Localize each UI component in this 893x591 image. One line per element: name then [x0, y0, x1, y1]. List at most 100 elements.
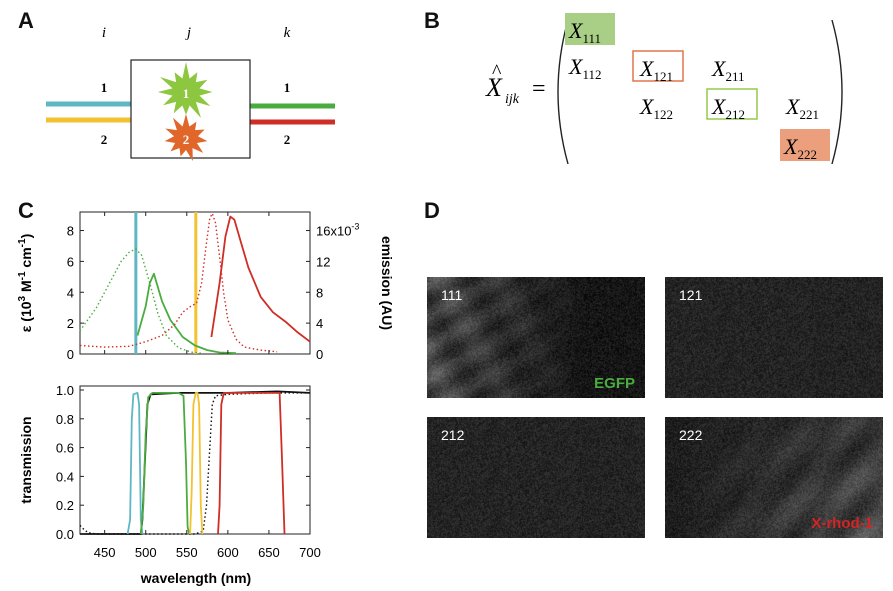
index-label-j: j	[185, 25, 191, 41]
matrix-element-subscript: 111	[582, 31, 601, 46]
left-channel-1: 1	[101, 80, 108, 95]
ylabel-part-2: M	[18, 280, 34, 296]
lhs-hat: ^	[492, 61, 502, 83]
right-channel-1: 1	[284, 80, 291, 95]
matrix-element-base: X	[783, 134, 799, 159]
panel-letter-b: B	[424, 8, 440, 33]
ylabel-part-1: 3	[17, 295, 28, 301]
matrix-element-221: X221	[785, 94, 819, 122]
left-tick-label: 2	[67, 316, 74, 331]
top-plot-left-ticks: 0 2 4 6 8	[67, 224, 84, 362]
ylabel-part-4: cm	[18, 247, 34, 271]
matrix-element-base: X	[711, 94, 727, 119]
bottom-y-tick-label: 0.4	[56, 469, 74, 484]
lhs-subscript: ijk	[505, 92, 520, 107]
panel-letter-a: A	[18, 8, 34, 33]
top-plot-ylabel-right: emission (AU)	[379, 236, 395, 330]
matrix-element-subscript: 221	[799, 107, 819, 122]
left-channel-2: 2	[101, 132, 108, 147]
image-tile-222-label: 222	[679, 427, 703, 443]
matrix-element-112: X112	[568, 54, 601, 82]
image-tile-212-label: 212	[441, 427, 465, 443]
matrix-element-subscript: 212	[725, 107, 745, 122]
matrix-element-base: X	[785, 94, 801, 119]
image-tile-111-tag: EGFP	[594, 375, 635, 392]
left-tick-label: 8	[67, 224, 74, 239]
highlight-121	[632, 50, 684, 82]
bottom-plot-x-ticks: 450 500 550 600 650 700	[94, 530, 321, 560]
bottom-x-tick-label: 650	[258, 545, 280, 560]
fluorophore-star-1	[157, 62, 213, 118]
left-tick-label: 0	[67, 347, 74, 362]
matrix-element-base: X	[639, 94, 655, 119]
equals-sign: =	[532, 76, 546, 102]
panel-letter-c: C	[18, 198, 34, 223]
matrix-element-subscript: 211	[725, 69, 744, 84]
index-label-i: i	[102, 25, 106, 41]
top-plot-series	[79, 212, 311, 355]
right-tick-label: 8	[316, 285, 323, 300]
bottom-plot-frame	[79, 385, 311, 535]
bottom-plot-y-ticks: 0.0 0.2 0.4 0.6 0.8 1.0	[56, 383, 310, 542]
matrix-element-111: X111	[568, 18, 601, 46]
highlight-111	[565, 13, 615, 45]
matrix-element-subscript: 222	[797, 147, 817, 162]
left-tick-label: 4	[67, 285, 74, 300]
bottom-plot-ylabel: transmission	[18, 416, 34, 503]
bottom-x-tick-label: 450	[94, 545, 116, 560]
bottom-x-tick-label: 500	[135, 545, 157, 560]
panel-letter-d: D	[424, 198, 440, 223]
matrix-element-base: X	[711, 56, 727, 81]
image-tile-111-pixels	[427, 277, 645, 398]
top-plot-right-ticks: 0 4 8 12 16x10-3	[306, 222, 359, 362]
right-tick-label: 12	[316, 254, 330, 269]
index-label-k: k	[284, 25, 291, 41]
image-tile-111-label: 111	[441, 287, 463, 303]
image-tile-212-pixels	[427, 417, 645, 538]
bottom-x-tick-label: 600	[217, 545, 239, 560]
series-line-0	[79, 248, 204, 355]
bracket-right	[831, 19, 843, 165]
bottom-x-tick-label: 700	[299, 545, 321, 560]
image-tile-111: 111 EGFP	[427, 277, 645, 398]
ylabel-part-6: )	[18, 234, 34, 239]
ylabel-part-3: -1	[17, 271, 28, 280]
bracket-left	[557, 19, 569, 165]
bottom-y-tick-label: 0.8	[56, 412, 74, 427]
panel-c-transmission-chart: 0.0 0.2 0.4 0.6 0.8 1.0 450 500 550 600 650 700 tr…	[18, 383, 321, 586]
bottom-x-tick-label: 550	[176, 545, 198, 560]
matrix-element-122: X122	[639, 94, 673, 122]
image-tile-222-pixels	[665, 417, 883, 538]
fluorophore-label-1: 1	[183, 86, 190, 101]
series-line-2	[79, 212, 278, 353]
image-tile-121: 121	[665, 277, 883, 398]
image-tile-121-pixels	[665, 277, 883, 398]
bottom-y-tick-label: 1.0	[56, 383, 74, 398]
right-tick-label: 16x10-3	[316, 222, 359, 239]
series-line-4	[189, 392, 204, 535]
fluorophore-star-2	[164, 114, 208, 161]
ylabel-part-5: -1	[17, 238, 28, 247]
right-channel-2: 2	[284, 132, 291, 147]
matrix-element-base: X	[639, 56, 655, 81]
series-line-2	[126, 392, 144, 535]
image-tile-121-label: 121	[679, 287, 703, 303]
series-line-0	[79, 392, 310, 535]
matrix-element-211: X211	[711, 56, 744, 84]
bottom-y-tick-label: 0.2	[56, 498, 74, 513]
bottom-y-tick-label: 0.6	[56, 441, 74, 456]
image-tile-222: 222 X-rhod-1	[665, 417, 883, 538]
matrix-element-121: X121	[639, 56, 673, 84]
bottom-plot-xlabel: wavelength (nm)	[140, 570, 251, 586]
highlight-222	[780, 129, 830, 161]
series-line-5	[217, 392, 286, 535]
matrix-element-subscript: 122	[653, 107, 673, 122]
series-line-1	[80, 390, 311, 535]
right-tick-exponent: -3	[351, 222, 359, 232]
matrix-element-subscript: 112	[582, 67, 601, 82]
series-line-3	[210, 215, 311, 343]
